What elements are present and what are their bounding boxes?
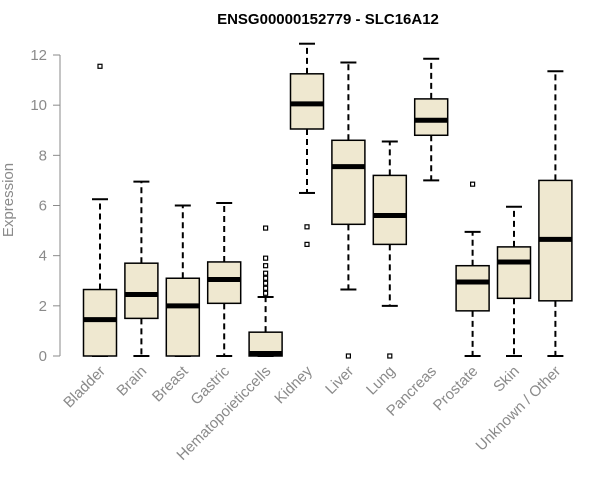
x-tick-label: Liver: [322, 363, 357, 398]
outlier-point: [263, 255, 269, 261]
x-tick-label: Brain: [113, 363, 150, 400]
outlier-point: [387, 353, 393, 359]
x-tick-label: Lung: [363, 363, 399, 399]
x-tick-label: Kidney: [271, 362, 316, 407]
iqr-box: [124, 262, 159, 320]
box-brain: [124, 180, 159, 357]
box-skin: [496, 205, 532, 357]
outlier-point: [470, 181, 476, 187]
iqr-box: [206, 261, 242, 305]
plot-area: [82, 42, 573, 359]
box-bladder: [82, 63, 118, 357]
y-tick-label: 2: [39, 298, 47, 315]
iqr-box: [413, 98, 449, 137]
x-tick-label: Bladder: [60, 363, 109, 412]
x-tick-label: Breast: [149, 362, 192, 405]
chart-title: ENSG00000152779 - SLC16A12: [217, 11, 439, 28]
x-tick-label: Prostate: [430, 363, 482, 415]
y-tick-label: 6: [39, 198, 47, 215]
y-tick-label: 4: [39, 248, 47, 265]
outlier-point: [263, 280, 269, 286]
box-hematopoieticcells: [248, 225, 283, 357]
outlier-point: [345, 353, 351, 359]
box-prostate: [455, 181, 490, 357]
box-gastric: [206, 201, 242, 357]
iqr-box: [331, 139, 366, 226]
outlier-point: [263, 285, 269, 291]
outlier-point: [263, 225, 269, 231]
iqr-box: [248, 331, 283, 357]
box-pancreas: [413, 57, 449, 182]
y-tick-label: 8: [39, 147, 47, 164]
box-breast: [165, 204, 201, 357]
outlier-point: [263, 275, 269, 281]
iqr-box: [455, 264, 490, 312]
outlier-point: [304, 224, 310, 230]
outlier-point: [97, 63, 103, 69]
outlier-point: [263, 270, 269, 276]
iqr-box: [496, 246, 532, 300]
box-kidney: [289, 42, 325, 247]
y-tick-label: 10: [30, 97, 47, 114]
outlier-point: [304, 241, 310, 247]
box-unknown-other: [538, 70, 573, 357]
x-tick-label: Skin: [490, 363, 523, 396]
iqr-box: [372, 174, 408, 246]
y-tick-label: 12: [30, 47, 47, 64]
outlier-point: [263, 263, 269, 269]
y-tick-label: 0: [39, 348, 47, 365]
y-axis-label: Expression: [0, 163, 17, 237]
x-axis-labels: Bladder BrainBreastGastricHematopoieticce…: [60, 362, 564, 464]
iqr-box: [289, 73, 325, 130]
iqr-box: [165, 277, 201, 357]
y-axis: 0 2 4 6 8 10 12: [30, 47, 61, 365]
iqr-box: [82, 288, 118, 357]
box-liver: [331, 61, 366, 359]
outlier-point: [263, 290, 269, 296]
box-lung: [372, 140, 408, 359]
